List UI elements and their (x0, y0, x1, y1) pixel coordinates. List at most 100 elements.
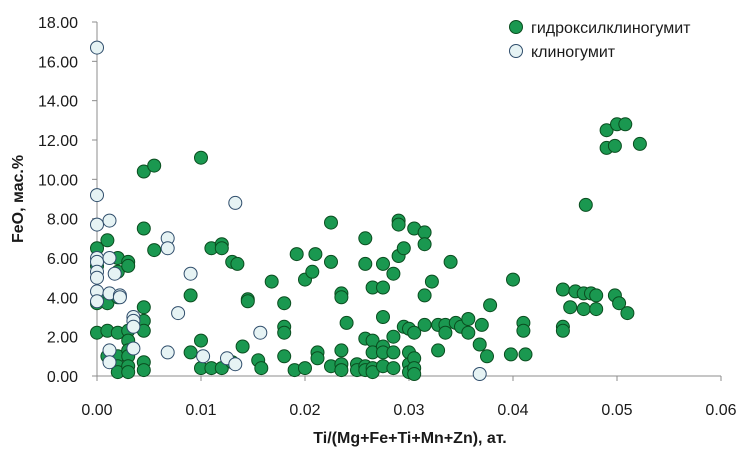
hydroxylclinohumite-point (472, 337, 487, 352)
hydroxylclinohumite-point (136, 221, 151, 236)
clinohumite-point (102, 213, 117, 228)
clinohumite-point (160, 241, 175, 256)
clinohumite-point (228, 357, 243, 372)
x-tick-label: 0.02 (289, 402, 320, 419)
hydroxylclinohumite-point (289, 247, 304, 262)
hydroxylclinohumite-point (334, 343, 349, 358)
hydroxylclinohumite-point (358, 231, 373, 246)
hydroxylclinohumite-point (386, 329, 401, 344)
x-axis-title: Ti/(Mg+Fe+Ti+Mn+Zn), ат. (313, 430, 506, 447)
x-tick-label: 0.03 (393, 402, 424, 419)
hydroxylclinohumite-point (183, 288, 198, 303)
x-tick-label: 0.00 (81, 402, 112, 419)
y-tick-label: 18.00 (38, 15, 78, 32)
hydroxylclinohumite-point (555, 282, 570, 297)
clinohumite-point (90, 270, 104, 285)
legend-label-clinohumite: клиногумит (531, 44, 616, 61)
hydroxylclinohumite-point (620, 306, 635, 321)
hydroxylclinohumite-point (334, 363, 349, 378)
hydroxylclinohumite-point (417, 237, 432, 252)
hydroxylclinohumite-point (264, 274, 279, 289)
clinohumite-point (160, 345, 175, 360)
legend: гидроксилклиногумит клиногумит (509, 20, 691, 61)
y-tick-label: 10.00 (38, 172, 78, 189)
hydroxylclinohumite-point (417, 317, 432, 332)
hydroxylclinohumite-point (100, 233, 115, 248)
clinohumite-point (126, 319, 141, 334)
clinohumite-point (90, 217, 104, 232)
hydroxylclinohumite-point (334, 290, 349, 305)
clinohumite-point (90, 40, 104, 55)
hydroxylclinohumite-point (516, 323, 531, 338)
hydroxylclinohumite-point (589, 302, 604, 317)
hydroxylclinohumite-point (194, 333, 208, 348)
hydroxylclinohumite-point (277, 349, 292, 364)
hydroxylclinohumite-point (339, 315, 354, 330)
x-tick-label: 0.05 (601, 402, 632, 419)
hydroxylclinohumite-point (308, 247, 323, 262)
y-tick-label: 16.00 (38, 54, 78, 71)
hydroxylclinohumite-point (417, 225, 432, 240)
hydroxylclinohumite-point (407, 325, 422, 340)
clinohumite-point (183, 266, 198, 281)
clinohumite-point (102, 343, 117, 358)
hydroxylclinohumite-point (386, 361, 401, 376)
hydroxylclinohumite-point (396, 241, 411, 256)
series-clinohumite (90, 40, 487, 381)
legend-marker-hydroxylclinohumite (509, 20, 523, 34)
hydroxylclinohumite-point (324, 215, 338, 230)
y-tick-label: 2.00 (47, 330, 78, 347)
clinohumite-point (196, 349, 211, 364)
hydroxylclinohumite-point (555, 323, 570, 338)
legend-label-hydroxylclinohumite: гидроксилклиногумит (531, 20, 691, 37)
hydroxylclinohumite-point (618, 117, 633, 132)
clinohumite-point (112, 290, 127, 305)
y-tick-label: 14.00 (38, 94, 78, 111)
hydroxylclinohumite-point (136, 363, 151, 378)
y-tick-label: 8.00 (47, 212, 78, 229)
clinohumite-point (102, 355, 117, 370)
hydroxylclinohumite-point (136, 164, 151, 179)
hydroxylclinohumite-point (589, 288, 604, 303)
x-ticks: 0.00 0.01 0.02 0.03 0.04 0.05 0.06 (81, 376, 737, 419)
hydroxylclinohumite-point (365, 365, 380, 380)
x-tick-label: 0.01 (185, 402, 216, 419)
data-points (90, 40, 647, 381)
y-ticks: 0.00 2.00 4.00 6.00 8.00 10.00 12.00 14.00 16.00… (38, 15, 97, 386)
hydroxylclinohumite-point (576, 302, 591, 317)
hydroxylclinohumite-point (121, 258, 136, 273)
hydroxylclinohumite-point (240, 294, 255, 309)
y-tick-label: 6.00 (47, 251, 78, 268)
hydroxylclinohumite-point (424, 274, 439, 289)
hydroxylclinohumite-point (563, 300, 578, 315)
hydroxylclinohumite-point (230, 256, 245, 271)
x-tick-label: 0.06 (705, 402, 736, 419)
hydroxylclinohumite-point (483, 298, 498, 313)
hydroxylclinohumite-point (183, 345, 198, 360)
clinohumite-point (102, 251, 117, 265)
hydroxylclinohumite-point (599, 123, 614, 138)
legend-marker-clinohumite (509, 44, 523, 58)
hydroxylclinohumite-point (578, 197, 593, 212)
hydroxylclinohumite-point (386, 345, 401, 360)
x-tick-label: 0.04 (497, 402, 528, 419)
hydroxylclinohumite-point (417, 288, 432, 303)
hydroxylclinohumite-point (324, 254, 338, 269)
hydroxylclinohumite-point (391, 217, 406, 232)
hydroxylclinohumite-point (438, 325, 453, 340)
hydroxylclinohumite-point (147, 243, 162, 258)
hydroxylclinohumite-point (506, 272, 520, 287)
hydroxylclinohumite-point (480, 349, 494, 364)
clinohumite-point (253, 325, 268, 340)
hydroxylclinohumite-point (376, 280, 390, 295)
y-axis-title: FeO, мас.% (10, 155, 27, 243)
hydroxylclinohumite-point (305, 264, 320, 279)
hydroxylclinohumite-point (277, 296, 292, 311)
y-tick-label: 0.00 (47, 369, 78, 386)
hydroxylclinohumite-point (607, 138, 622, 153)
hydroxylclinohumite-point (474, 317, 489, 332)
clinohumite-point (472, 367, 487, 381)
hydroxylclinohumite-point (310, 351, 325, 366)
hydroxylclinohumite-point (443, 254, 458, 269)
